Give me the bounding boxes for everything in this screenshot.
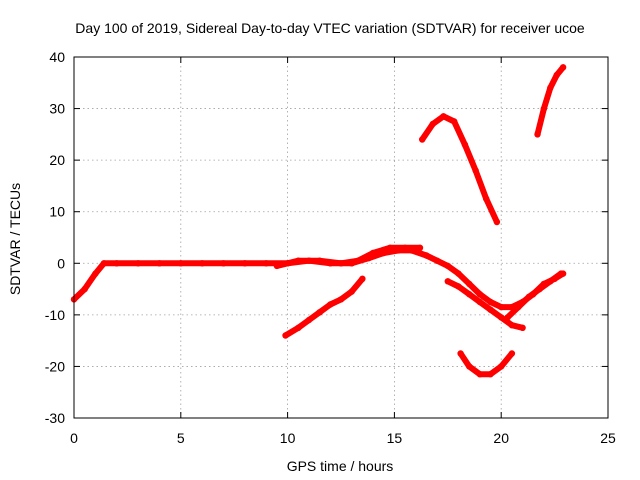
data-point xyxy=(354,257,362,264)
data-point xyxy=(429,120,436,128)
data-point xyxy=(177,260,184,267)
data-point xyxy=(92,270,99,277)
y-tick-label: 10 xyxy=(49,204,65,220)
data-point xyxy=(282,332,289,339)
y-axis-label: SDTVAR / TECUs xyxy=(7,183,23,295)
data-point xyxy=(305,316,313,324)
y-tick-label: -20 xyxy=(45,358,65,374)
chart-title: Day 100 of 2019, Sidereal Day-to-day VTE… xyxy=(75,20,585,36)
data-point xyxy=(359,275,366,282)
x-tick-label: 15 xyxy=(387,430,403,446)
data-point xyxy=(113,260,120,267)
data-point xyxy=(508,350,516,357)
data-point xyxy=(466,291,473,298)
x-tick-label: 5 xyxy=(177,430,185,446)
data-point xyxy=(273,262,281,270)
data-point xyxy=(466,363,473,370)
data-point xyxy=(498,363,505,370)
x-axis-label: GPS time / hours xyxy=(287,458,394,474)
plot-frame xyxy=(73,56,609,419)
data-point xyxy=(498,314,505,321)
data-point xyxy=(476,298,483,306)
data-point xyxy=(156,260,163,267)
y-tick-label: -30 xyxy=(45,410,65,426)
data-point xyxy=(316,309,323,316)
data-point xyxy=(559,64,567,71)
data-point xyxy=(498,303,505,311)
data-point xyxy=(476,371,483,378)
y-tick-label: 20 xyxy=(49,152,65,168)
data-point xyxy=(493,218,501,226)
series-track-main xyxy=(71,247,567,311)
data-point xyxy=(444,262,451,270)
data-point xyxy=(134,260,142,267)
data-point xyxy=(536,285,543,293)
data-point xyxy=(466,280,473,288)
data-point xyxy=(199,260,206,267)
data-point xyxy=(327,301,334,308)
data-point xyxy=(433,257,441,264)
data-point xyxy=(81,285,88,293)
data-point xyxy=(515,303,522,311)
ticks: 0 5 10 15 20 25 -30 -20 -10 0 10 20 30 40 xyxy=(45,49,616,446)
data-point xyxy=(416,244,424,251)
data-point xyxy=(444,278,451,285)
data-point xyxy=(455,283,462,290)
data-point xyxy=(472,167,479,174)
data-point xyxy=(423,252,430,259)
x-tick-label: 20 xyxy=(493,430,509,446)
data-point xyxy=(440,113,447,120)
y-tick-label: -10 xyxy=(45,307,65,323)
y-tick-label: 0 xyxy=(57,255,65,271)
x-tick-label: 0 xyxy=(70,430,78,446)
data-point xyxy=(220,260,227,267)
data-point xyxy=(508,322,516,329)
data-point xyxy=(457,350,464,357)
data-point xyxy=(419,136,426,143)
data-point xyxy=(295,324,302,331)
data-point xyxy=(263,260,270,267)
x-tick-label: 25 xyxy=(600,430,616,446)
data-point xyxy=(401,244,409,251)
grid xyxy=(74,57,608,418)
data-point xyxy=(100,260,108,267)
data-point xyxy=(525,293,533,300)
data-point xyxy=(534,131,541,138)
data-point xyxy=(540,105,548,112)
data-point xyxy=(547,278,554,285)
series-track-high-arc xyxy=(419,113,500,225)
data-point xyxy=(487,306,494,313)
data-point xyxy=(557,270,565,277)
data-point xyxy=(519,324,526,331)
data-point xyxy=(476,291,483,298)
data-point xyxy=(455,270,462,277)
data-point xyxy=(504,314,511,321)
series-track-steep-climb xyxy=(534,64,567,138)
data-point xyxy=(487,298,494,306)
data-point xyxy=(451,118,458,125)
data-point xyxy=(461,141,469,148)
data-point xyxy=(369,249,377,257)
data-point xyxy=(295,257,302,264)
data-point xyxy=(483,195,490,202)
data-point xyxy=(547,84,554,92)
data-point xyxy=(386,244,394,251)
y-tick-label: 40 xyxy=(49,49,65,65)
data-point xyxy=(553,71,560,79)
data-point xyxy=(316,257,323,264)
data-point xyxy=(487,371,494,378)
data-point xyxy=(348,288,355,295)
data-point xyxy=(337,260,345,267)
data-point xyxy=(241,260,249,267)
y-tick-label: 30 xyxy=(49,101,65,117)
data-point xyxy=(337,296,345,303)
plot-area xyxy=(70,64,567,378)
x-tick-label: 10 xyxy=(280,430,296,446)
